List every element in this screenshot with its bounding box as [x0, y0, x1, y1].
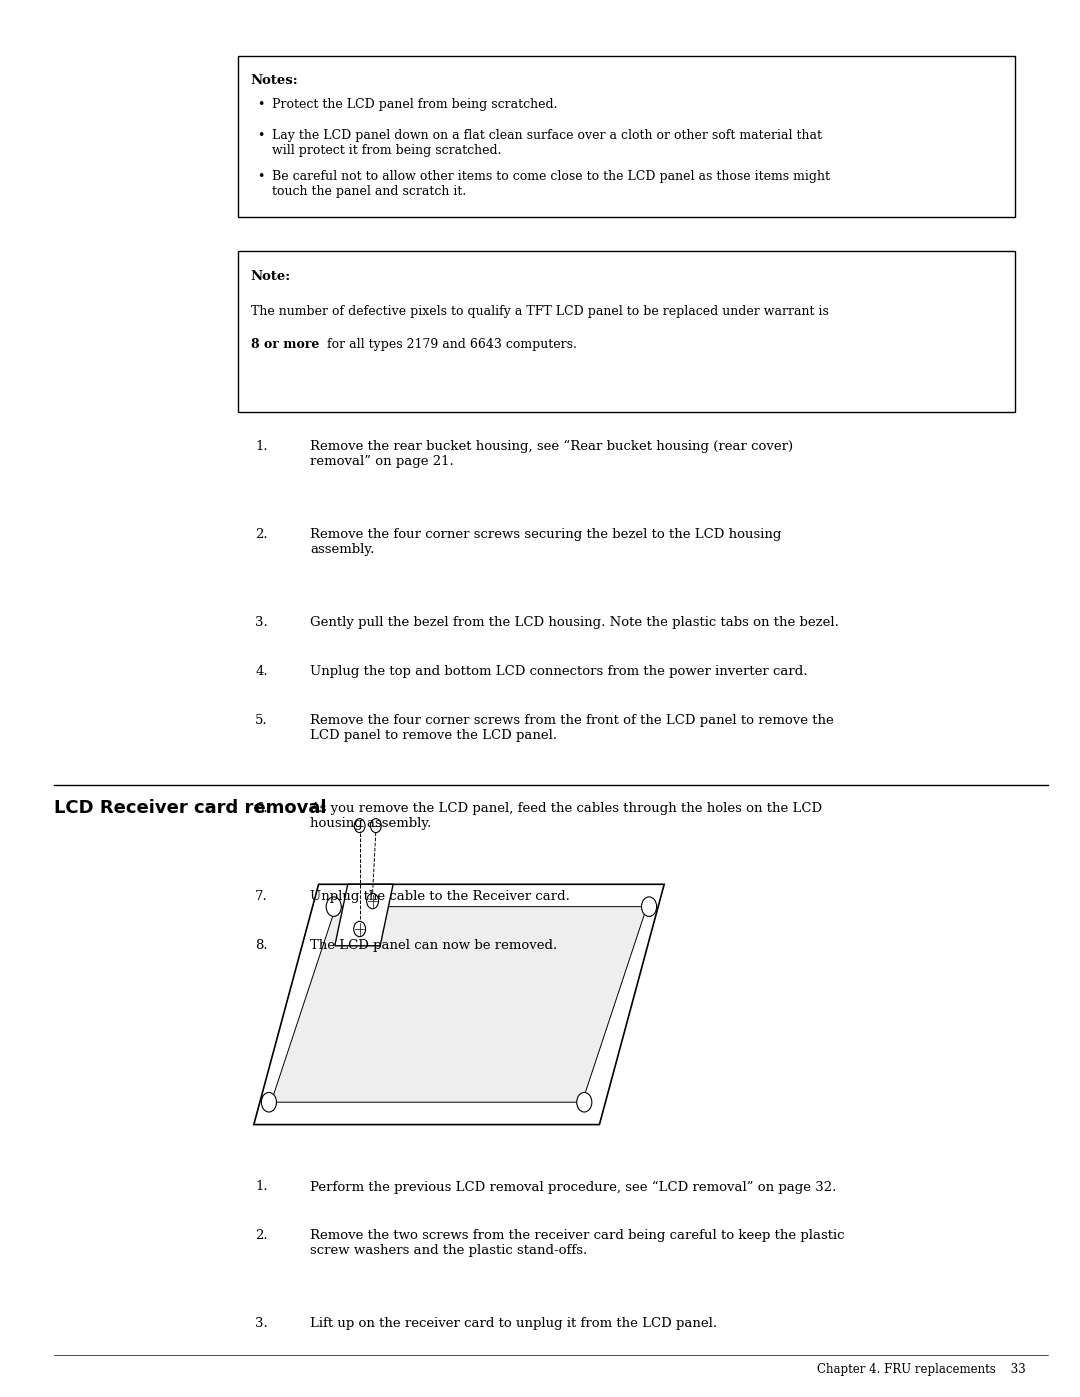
Text: Lift up on the receiver card to unplug it from the LCD panel.: Lift up on the receiver card to unplug i… — [310, 1317, 717, 1330]
Text: The number of defective pixels to qualify a TFT LCD panel to be replaced under w: The number of defective pixels to qualif… — [251, 305, 828, 317]
Text: •: • — [257, 98, 265, 110]
Text: Remove the four corner screws from the front of the LCD panel to remove the
LCD : Remove the four corner screws from the f… — [310, 714, 834, 742]
Text: •: • — [257, 170, 265, 183]
Text: 8 or more: 8 or more — [251, 338, 319, 351]
Text: Unplug the cable to the Receiver card.: Unplug the cable to the Receiver card. — [310, 890, 570, 902]
Text: 1.: 1. — [255, 1180, 268, 1193]
Text: Gently pull the bezel from the LCD housing. Note the plastic tabs on the bezel.: Gently pull the bezel from the LCD housi… — [310, 616, 839, 629]
Circle shape — [326, 897, 341, 916]
Text: 4.: 4. — [255, 665, 268, 678]
Text: 6.: 6. — [255, 802, 268, 814]
Text: Lay the LCD panel down on a flat clean surface over a cloth or other soft materi: Lay the LCD panel down on a flat clean s… — [272, 129, 822, 156]
Circle shape — [354, 922, 365, 937]
Text: 2.: 2. — [255, 1229, 268, 1242]
Text: As you remove the LCD panel, feed the cables through the holes on the LCD
housin: As you remove the LCD panel, feed the ca… — [310, 802, 822, 830]
Circle shape — [354, 819, 365, 833]
Bar — [238, 56, 1015, 217]
Text: Notes:: Notes: — [251, 74, 298, 87]
Circle shape — [261, 1092, 276, 1112]
Text: Remove the rear bucket housing, see “Rear bucket housing (rear cover)
removal” o: Remove the rear bucket housing, see “Rea… — [310, 440, 793, 468]
Text: Unplug the top and bottom LCD connectors from the power inverter card.: Unplug the top and bottom LCD connectors… — [310, 665, 808, 678]
Text: Be careful not to allow other items to come close to the LCD panel as those item: Be careful not to allow other items to c… — [272, 170, 831, 198]
Text: LCD Receiver card removal: LCD Receiver card removal — [54, 799, 326, 817]
Text: Protect the LCD panel from being scratched.: Protect the LCD panel from being scratch… — [272, 98, 557, 110]
Text: •: • — [257, 129, 265, 141]
Polygon shape — [335, 884, 393, 946]
Circle shape — [642, 897, 657, 916]
Text: 7.: 7. — [255, 890, 268, 902]
Circle shape — [367, 894, 379, 909]
Text: The LCD panel can now be removed.: The LCD panel can now be removed. — [310, 939, 557, 951]
Text: 3.: 3. — [255, 616, 268, 629]
Polygon shape — [254, 884, 664, 1125]
Text: Chapter 4. FRU replacements    33: Chapter 4. FRU replacements 33 — [818, 1363, 1026, 1376]
Text: Perform the previous LCD removal procedure, see “LCD removal” on page 32.: Perform the previous LCD removal procedu… — [310, 1180, 836, 1193]
Text: 1.: 1. — [255, 440, 268, 453]
Bar — [238, 251, 1015, 412]
Text: Note:: Note: — [251, 270, 291, 282]
Text: 3.: 3. — [255, 1317, 268, 1330]
Circle shape — [370, 819, 381, 833]
Circle shape — [577, 1092, 592, 1112]
Polygon shape — [271, 907, 647, 1102]
Text: 8.: 8. — [255, 939, 268, 951]
Text: 2.: 2. — [255, 528, 268, 541]
Text: 5.: 5. — [255, 714, 268, 726]
Text: Remove the four corner screws securing the bezel to the LCD housing
assembly.: Remove the four corner screws securing t… — [310, 528, 781, 556]
Text: for all types 2179 and 6643 computers.: for all types 2179 and 6643 computers. — [323, 338, 577, 351]
Text: Remove the two screws from the receiver card being careful to keep the plastic
s: Remove the two screws from the receiver … — [310, 1229, 845, 1257]
